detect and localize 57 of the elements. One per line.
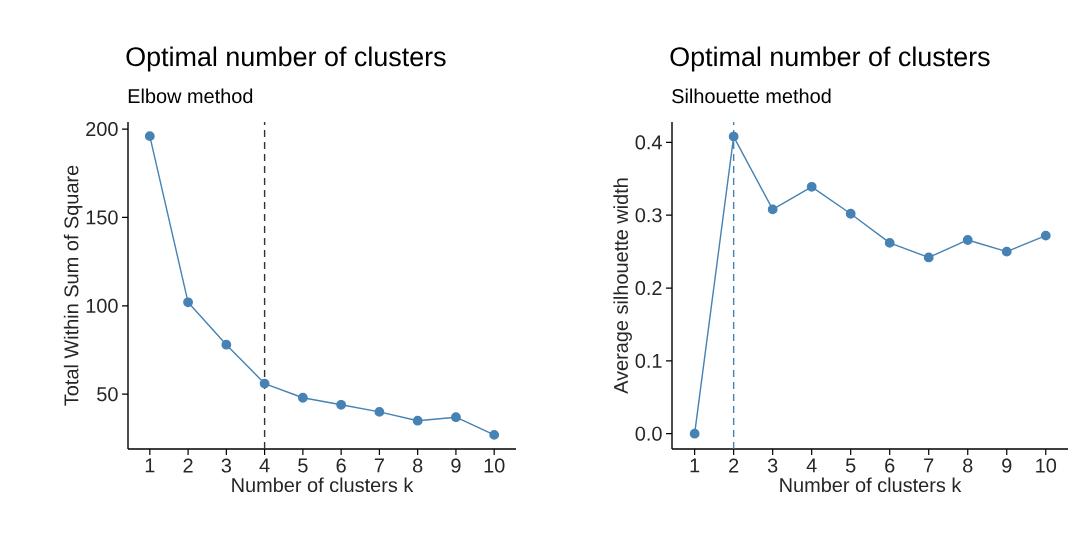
- x-tick-label: 7: [374, 458, 384, 473]
- x-tick-label: 2: [183, 458, 193, 473]
- x-tick-label: 4: [806, 458, 817, 473]
- point: [923, 252, 934, 263]
- y-tick-label: 150: [86, 210, 118, 225]
- point: [451, 412, 461, 423]
- point: [412, 415, 423, 426]
- chart-subtitle: Silhouette method: [672, 88, 831, 104]
- y-tick-label: 50: [97, 387, 118, 402]
- point: [845, 208, 856, 219]
- point: [297, 392, 308, 403]
- y-tick-label: 0.4: [635, 135, 662, 150]
- x-tick-label: 7: [924, 458, 934, 473]
- x-tick-label: 3: [767, 458, 778, 473]
- x-axis-title: Number of clusters k: [780, 477, 962, 493]
- y-axis-title: Total Within Sum of Square: [63, 165, 83, 406]
- x-tick-label: 10: [1036, 458, 1057, 473]
- point: [767, 204, 778, 215]
- y-tick-label: 200: [86, 122, 118, 137]
- y-tick-label: 0.2: [635, 281, 662, 296]
- point: [374, 406, 385, 417]
- point: [144, 131, 155, 142]
- point: [689, 428, 700, 439]
- x-tick-label: 8: [963, 458, 973, 473]
- point: [1001, 246, 1012, 257]
- y-axis-title: Average silhouette width: [613, 178, 632, 394]
- x-tick-label: 9: [1002, 458, 1012, 473]
- x-tick-label: 6: [885, 458, 895, 473]
- point: [183, 297, 193, 308]
- chart-title: Optimal number of clusters: [670, 46, 990, 72]
- x-tick-label: 5: [298, 458, 308, 473]
- point: [489, 429, 500, 440]
- x-tick-label: 8: [412, 458, 423, 473]
- x-tick-label: 2: [729, 458, 739, 473]
- point: [806, 181, 817, 192]
- point: [336, 399, 347, 410]
- point: [259, 378, 270, 389]
- point: [221, 339, 232, 350]
- x-tick-label: 3: [221, 458, 231, 473]
- y-tick-label: 100: [86, 298, 118, 313]
- x-tick-label: 1: [145, 458, 155, 473]
- x-tick-label: 6: [336, 458, 346, 473]
- x-tick-label: 1: [690, 458, 700, 473]
- point: [1040, 230, 1051, 241]
- x-tick-label: 5: [845, 458, 856, 473]
- x-tick-label: 4: [259, 458, 270, 473]
- chart-subtitle: Elbow method: [128, 88, 253, 104]
- point: [728, 131, 739, 142]
- y-tick-label: 0.3: [635, 208, 662, 223]
- x-tick-label: 9: [451, 458, 461, 473]
- point: [884, 237, 895, 248]
- x-tick-label: 10: [484, 458, 505, 473]
- y-tick-label: 0.1: [635, 353, 662, 368]
- point: [962, 235, 973, 245]
- x-axis-title: Number of clusters k: [232, 477, 414, 493]
- chart-title: Optimal number of clusters: [126, 46, 446, 72]
- y-tick-label: 0.0: [635, 426, 662, 441]
